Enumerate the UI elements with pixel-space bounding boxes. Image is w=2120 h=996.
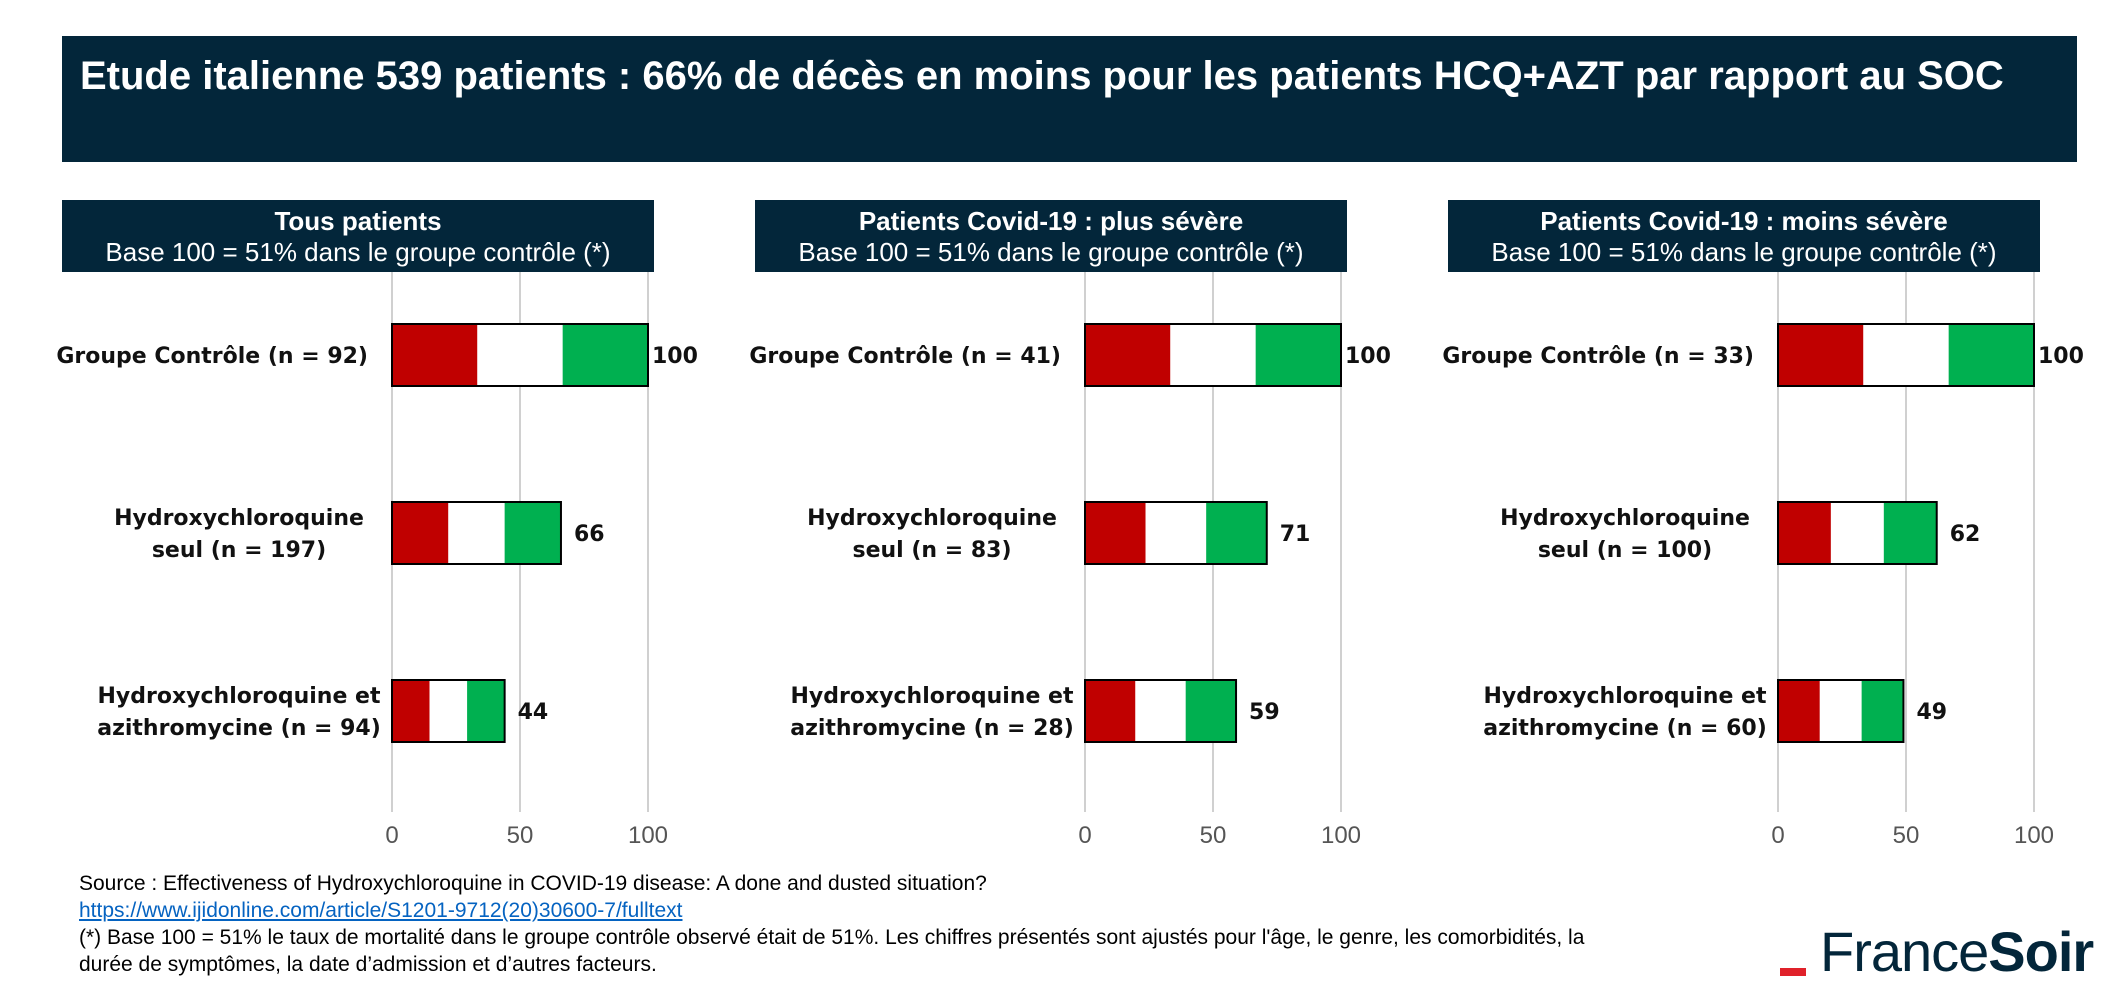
chart-severe: 0 50 100 100 Groupe Contrôle (n = 41) 71 Hydro… — [749, 272, 1391, 849]
bar — [1777, 501, 1938, 565]
bar-segment-green — [1255, 324, 1341, 386]
bar-segment-white — [1863, 324, 1949, 386]
bar — [1777, 323, 2035, 387]
x-tick-label: 50 — [507, 822, 534, 849]
x-tick-label: 50 — [1200, 822, 1227, 849]
data-label: 100 — [1345, 344, 1391, 369]
bar — [391, 501, 562, 565]
bar — [1084, 679, 1238, 743]
bar-segment-red — [392, 324, 478, 386]
category-label: Hydroxychloroquine — [1500, 506, 1750, 531]
x-tick-label: 100 — [628, 822, 668, 849]
bar-segment-green — [504, 502, 561, 564]
logo-dash — [1780, 968, 1806, 976]
bar-segment-green — [1861, 680, 1904, 742]
data-label: 66 — [574, 522, 605, 547]
data-label: 100 — [652, 344, 698, 369]
bar-segment-white — [429, 680, 468, 742]
data-label: 44 — [518, 700, 549, 725]
bar — [391, 323, 649, 387]
panel-title: Patients Covid-19 : plus sévère — [858, 206, 1244, 236]
bar-segment-green — [1948, 324, 2034, 386]
x-tick-label: 100 — [1321, 822, 1361, 849]
bar — [1777, 679, 1905, 743]
panel-subtitle: Base 100 = 51% dans le groupe contrôle (… — [798, 237, 1304, 267]
category-label: Hydroxychloroquine et — [98, 684, 381, 709]
category-label: seul (n = 197) — [152, 538, 326, 563]
bar-segment-red — [1085, 324, 1171, 386]
bar-segment-red — [1778, 680, 1820, 742]
logo-text: FranceSoir — [1820, 920, 2094, 983]
panel-header-all-patients: Tous patients Base 100 = 51% dans le gro… — [62, 200, 654, 272]
bar-segment-green — [1883, 502, 1937, 564]
data-label: 59 — [1249, 700, 1280, 725]
category-label: azithromycine (n = 28) — [790, 716, 1074, 741]
bar-segment-red — [1085, 502, 1146, 564]
bar-segment-red — [392, 680, 430, 742]
bar-segment-white — [1819, 680, 1862, 742]
source-link[interactable]: https://www.ijidonline.com/article/S1201… — [79, 899, 683, 922]
bar-segment-green — [1206, 502, 1267, 564]
panel-header-less-severe: Patients Covid-19 : moins sévère Base 10… — [1448, 200, 2040, 272]
panel-subtitle: Base 100 = 51% dans le groupe contrôle (… — [105, 237, 611, 267]
panel-header-severe: Patients Covid-19 : plus sévère Base 100… — [755, 200, 1347, 272]
panel-title: Tous patients — [274, 206, 442, 236]
bar-segment-white — [477, 324, 563, 386]
chart-less-severe: 0 50 100 100 Groupe Contrôle (n = 33) 62 Hydro… — [1442, 272, 2084, 849]
logo-part-1: France — [1820, 920, 1989, 983]
bar-segment-white — [448, 502, 505, 564]
bar-segment-white — [1830, 502, 1884, 564]
data-label: 71 — [1280, 522, 1311, 547]
x-tick-label: 100 — [2014, 822, 2054, 849]
bar-segment-red — [1778, 502, 1831, 564]
category-label: Hydroxychloroquine et — [791, 684, 1074, 709]
bar-segment-red — [1085, 680, 1136, 742]
logo-part-2: Soir — [1988, 920, 2094, 983]
data-label: 49 — [1916, 700, 1947, 725]
bar-segment-red — [392, 502, 449, 564]
panel-title: Patients Covid-19 : moins sévère — [1540, 206, 1948, 236]
category-label: Hydroxychloroquine — [114, 506, 364, 531]
chart-all-patients: 0 50 100 100 Groupe Contrôle (n = 92) 66 Hydro… — [56, 272, 698, 849]
x-tick-label: 50 — [1893, 822, 1920, 849]
category-label: Hydroxychloroquine — [807, 506, 1057, 531]
footnote-line-1: (*) Base 100 = 51% le taux de mortalité … — [79, 926, 1585, 949]
bar — [1084, 323, 1342, 387]
x-tick-label: 0 — [1078, 822, 1091, 849]
category-label: seul (n = 100) — [1538, 538, 1712, 563]
bar-segment-white — [1145, 502, 1207, 564]
title-banner: Etude italienne 539 patients : 66% de dé… — [62, 36, 2077, 162]
data-label: 62 — [1950, 522, 1981, 547]
x-tick-label: 0 — [385, 822, 398, 849]
bar-segment-green — [562, 324, 648, 386]
bar-segment-white — [1170, 324, 1256, 386]
page-title: Etude italienne 539 patients : 66% de dé… — [80, 54, 2004, 98]
bar — [391, 679, 506, 743]
source-link-wrap: https://www.ijidonline.com/article/S1201… — [79, 899, 683, 923]
bar-segment-green — [1185, 680, 1237, 742]
category-label: Groupe Contrôle (n = 33) — [1442, 344, 1754, 369]
bar-segment-red — [1778, 324, 1864, 386]
x-tick-label: 0 — [1771, 822, 1784, 849]
bar-segment-white — [1135, 680, 1186, 742]
category-label: Groupe Contrôle (n = 92) — [56, 344, 368, 369]
data-label: 100 — [2038, 344, 2084, 369]
panel-subtitle: Base 100 = 51% dans le groupe contrôle (… — [1491, 237, 1997, 267]
bar-segment-green — [467, 680, 505, 742]
footnote-line-2: durée de symptômes, la date d’admission … — [79, 953, 657, 976]
source-text: Source : Effectiveness of Hydroxychloroq… — [79, 872, 987, 895]
category-label: seul (n = 83) — [852, 538, 1011, 563]
category-label: azithromycine (n = 60) — [1483, 716, 1767, 741]
category-label: Groupe Contrôle (n = 41) — [749, 344, 1061, 369]
bar — [1084, 501, 1268, 565]
category-label: Hydroxychloroquine et — [1484, 684, 1767, 709]
category-label: azithromycine (n = 94) — [97, 716, 381, 741]
